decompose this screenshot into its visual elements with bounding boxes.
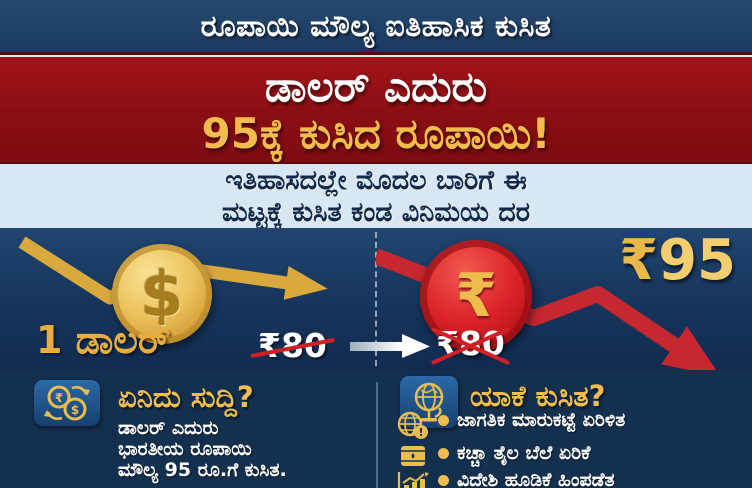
currency-exchange-icon: ₹ $: [34, 380, 100, 426]
dollar-symbol: $: [140, 257, 184, 331]
what-news-line2: ಭಾರತೀಯ ರೂಪಾಯಿ: [118, 438, 252, 460]
headline-line2: 95ಕ್ಕೆ ಕುಸಿದ ರೂಪಾಯಿ!: [201, 108, 551, 158]
why-fall-bullet: ಕಚ್ಚಾ ತೈಲ ಬೆಲೆ ಏರಿಕೆ: [457, 442, 591, 464]
global-market-alert-icon: !: [390, 411, 436, 441]
what-news-heading: ಏನಿದು ಸುದ್ದಿ?: [118, 380, 254, 414]
current-rate: ₹95: [619, 228, 736, 293]
bullet-dot: [438, 448, 449, 459]
what-news-line1: ಡಾಲರ್ ಎದುರು: [118, 417, 219, 439]
rupee-symbol: ₹: [455, 261, 497, 331]
what-news-body: ಡಾಲರ್ ಎದುರು ಭಾರತೀಯ ರೂಪಾಯಿ ಮೌಲ್ಯ 95 ರೂ.ಗೆ…: [118, 418, 287, 481]
oil-barrel-icon: [390, 444, 436, 468]
middle-section-divider: [375, 232, 377, 366]
svg-text:₹: ₹: [55, 391, 63, 405]
bottom-section-divider: [376, 382, 378, 488]
header-title: ರೂಪಾಯಿ ಮೌಲ್ಯ ಐತಿಹಾಸಿಕ ಕುಸಿತ: [200, 8, 552, 44]
dollar-label: 1 ಡಾಲರ್: [36, 318, 171, 362]
svg-text:$: $: [71, 403, 79, 417]
why-fall-heading: ಯಾಕೆ ಕುಸಿತ?: [470, 379, 606, 413]
list-item: ಕಚ್ಚಾ ತೈಲ ಬೆಲೆ ಏರಿಕೆ: [390, 443, 746, 468]
old-rate-struck: ₹80: [258, 326, 327, 365]
what-news-line3: ಮೌಲ್ಯ 95 ರೂ.ಗೆ ಕುಸಿತ.: [118, 459, 287, 481]
dollar-coin-icon: $: [112, 244, 212, 344]
headline-line1: ಡಾಲರ್ ಎದುರು: [264, 62, 488, 112]
investment-chart-icon: [390, 471, 436, 488]
rate-comparison-section: $ ₹ 1 ಡಾಲರ್ ₹80 ₹80 ₹95: [0, 228, 752, 371]
details-section: ₹ $ ಏನಿದು ಸುದ್ದಿ? ಡಾಲರ್ ಎದುರು ಭಾರತೀಯ ರೂಪ…: [0, 370, 752, 488]
crossed-rate: ₹80: [436, 324, 505, 363]
header-bar: ರೂಪಾಯಿ ಮೌಲ್ಯ ಐತಿಹಾಸಿಕ ಕುಸಿತ: [0, 0, 752, 55]
bullet-dot: [438, 475, 449, 486]
rate-change-arrow-icon: [350, 334, 430, 358]
subheadline-line2: ಮಟ್ಟಕ್ಕೆ ಕುಸಿತ ಕಂಡ ವಿನಿಮಯ ದರ: [221, 197, 531, 228]
current-rate-symbol: ₹: [619, 228, 659, 293]
subheadline-line1: ಇತಿಹಾಸದಲ್ಲೇ ಮೊದಲ ಬಾರಿಗೆ ಈ: [225, 165, 527, 197]
subheadline-strip: ಇತಿಹಾಸದಲ್ಲೇ ಮೊದಲ ಬಾರಿಗೆ ಈ ಮಟ್ಟಕ್ಕೆ ಕುಸಿತ…: [0, 162, 752, 230]
why-fall-bullet: ವಿದೇಶಿ ಹೂಡಿಕೆ ಹಿಂಪಡೆತ: [457, 469, 615, 488]
list-item: ! ಜಾಗತಿಕ ಮಾರುಕಟ್ಟೆ ಏರಿಳಿತ: [390, 410, 746, 441]
svg-text:!: !: [418, 426, 423, 439]
why-fall-list: ! ಜಾಗತಿಕ ಮಾರುಕಟ್ಟೆ ಏರಿಳಿತ ಕಚ್ಚಾ ತೈಲ ಬೆಲೆ: [390, 410, 746, 488]
bullet-dot: [438, 415, 449, 426]
why-fall-bullet: ಜಾಗತಿಕ ಮಾರುಕಟ್ಟೆ ಏರಿಳಿತ: [457, 409, 626, 431]
current-rate-value: 95: [658, 228, 736, 293]
list-item: ವಿದೇಶಿ ಹೂಡಿಕೆ ಹಿಂಪಡೆತ: [390, 470, 746, 488]
headline-banner: ಡಾಲರ್ ಎದುರು 95ಕ್ಕೆ ಕುಸಿದ ರೂಪಾಯಿ!: [0, 55, 752, 164]
